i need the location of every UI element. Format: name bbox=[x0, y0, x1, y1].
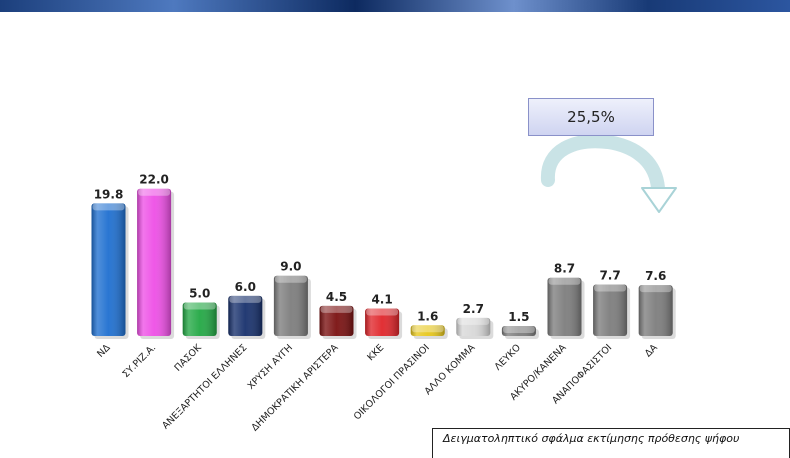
bar-shine bbox=[456, 317, 491, 336]
value-label: 4.5 bbox=[326, 290, 347, 304]
bar-7 bbox=[365, 308, 403, 339]
category-label: ΛΕΥΚΟ bbox=[493, 342, 523, 372]
bar-top-highlight bbox=[92, 203, 125, 211]
bar-shine bbox=[137, 188, 172, 336]
bar-top-highlight bbox=[320, 305, 353, 313]
bar-shine bbox=[547, 277, 582, 336]
bar-chart: 19.8 22.0 5.0 6.0 9.0 4.5 4.1 1.6 2.7 1.5 8.7 7.7 7.… bbox=[91, 134, 677, 434]
category-label: ΑΝΕΞΑΡΤΗΤΟΙ ΕΛΛΗΝΕΣ bbox=[160, 342, 249, 431]
value-label: 6.0 bbox=[235, 280, 256, 294]
value-label: 2.7 bbox=[463, 302, 484, 316]
bar-shine bbox=[182, 302, 217, 336]
curved-arrow-shaft bbox=[540, 134, 665, 195]
bar-top-highlight bbox=[274, 275, 307, 283]
bar-top-highlight bbox=[548, 277, 581, 285]
category-label: ΔΑ bbox=[643, 342, 660, 359]
bar-shine bbox=[501, 325, 536, 336]
category-label: ΝΔ bbox=[95, 342, 113, 360]
bar-shine bbox=[410, 325, 445, 336]
bar-4 bbox=[228, 295, 266, 339]
bars-layer bbox=[91, 188, 676, 339]
bar-shine bbox=[365, 308, 400, 336]
curved-arrow-head bbox=[641, 187, 677, 213]
bar-top-highlight bbox=[502, 325, 535, 333]
value-label: 4.1 bbox=[371, 293, 392, 307]
bar-3 bbox=[182, 302, 220, 339]
value-label: 8.7 bbox=[554, 262, 575, 276]
bar-1 bbox=[91, 203, 129, 339]
bar-shine bbox=[228, 295, 263, 336]
bar-shine bbox=[273, 275, 308, 336]
bar-top-highlight bbox=[366, 308, 399, 316]
category-label: ΠΑΣΟΚ bbox=[172, 342, 204, 374]
value-label: 7.7 bbox=[599, 268, 620, 282]
bar-6 bbox=[319, 305, 357, 339]
bar-shine bbox=[638, 285, 673, 336]
value-label: 5.0 bbox=[189, 287, 210, 301]
bar-5 bbox=[273, 275, 311, 339]
curved-arrow-icon bbox=[540, 134, 677, 213]
percentage-callout: 25,5% bbox=[528, 98, 654, 136]
category-label: ΣΥ.ΡΙΖ.Α. bbox=[120, 342, 158, 380]
category-label: ΔΗΜΟΚΡΑΤΙΚΗ ΑΡΙΣΤΕΡΑ bbox=[250, 342, 341, 433]
bar-13 bbox=[638, 285, 676, 339]
value-label: 1.6 bbox=[417, 309, 438, 323]
bar-shine bbox=[593, 284, 628, 336]
bar-9 bbox=[456, 317, 494, 339]
bar-top-highlight bbox=[229, 295, 262, 303]
bar-12 bbox=[593, 284, 631, 339]
value-labels-layer: 19.8 22.0 5.0 6.0 9.0 4.5 4.1 1.6 2.7 1.5 8.7 7.7 7.… bbox=[94, 173, 667, 324]
bar-shine bbox=[91, 203, 126, 336]
footnote-text: Δειγματοληπτικό σφάλμα εκτίμησης πρόθεση… bbox=[443, 432, 740, 445]
value-label: 9.0 bbox=[280, 260, 301, 274]
category-label: ΟΙΚΟΛΟΓΟΙ ΠΡΑΣΙΝΟΙ bbox=[352, 342, 432, 422]
value-label: 7.6 bbox=[645, 269, 666, 283]
percentage-callout-text: 25,5% bbox=[567, 108, 615, 126]
bar-top-highlight bbox=[639, 285, 672, 293]
bar-11 bbox=[547, 277, 585, 339]
bar-2 bbox=[137, 188, 175, 339]
bar-top-highlight bbox=[457, 317, 490, 325]
bar-top-highlight bbox=[183, 302, 216, 310]
bar-10 bbox=[501, 325, 539, 339]
value-label: 19.8 bbox=[94, 187, 124, 201]
category-label: ΧΡΥΣΗ ΑΥΓΗ bbox=[246, 342, 295, 391]
top-banner-strip bbox=[0, 0, 790, 12]
bar-top-highlight bbox=[411, 325, 444, 333]
bar-8 bbox=[410, 325, 448, 339]
value-label: 22.0 bbox=[139, 173, 169, 187]
bar-top-highlight bbox=[138, 188, 171, 196]
bar-shine bbox=[319, 305, 354, 336]
footnote: Δειγματοληπτικό σφάλμα εκτίμησης πρόθεση… bbox=[432, 428, 790, 458]
category-label: ΚΚΕ bbox=[365, 342, 386, 363]
value-label: 1.5 bbox=[508, 310, 529, 324]
bar-top-highlight bbox=[594, 284, 627, 292]
